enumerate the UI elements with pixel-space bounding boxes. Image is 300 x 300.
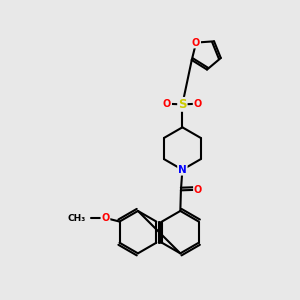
Text: O: O xyxy=(192,38,200,48)
Text: O: O xyxy=(101,213,110,223)
Text: S: S xyxy=(178,98,187,111)
Text: N: N xyxy=(178,165,187,175)
Text: CH₃: CH₃ xyxy=(68,214,86,223)
Text: O: O xyxy=(194,99,202,109)
Text: O: O xyxy=(194,185,202,195)
Text: O: O xyxy=(163,99,171,109)
